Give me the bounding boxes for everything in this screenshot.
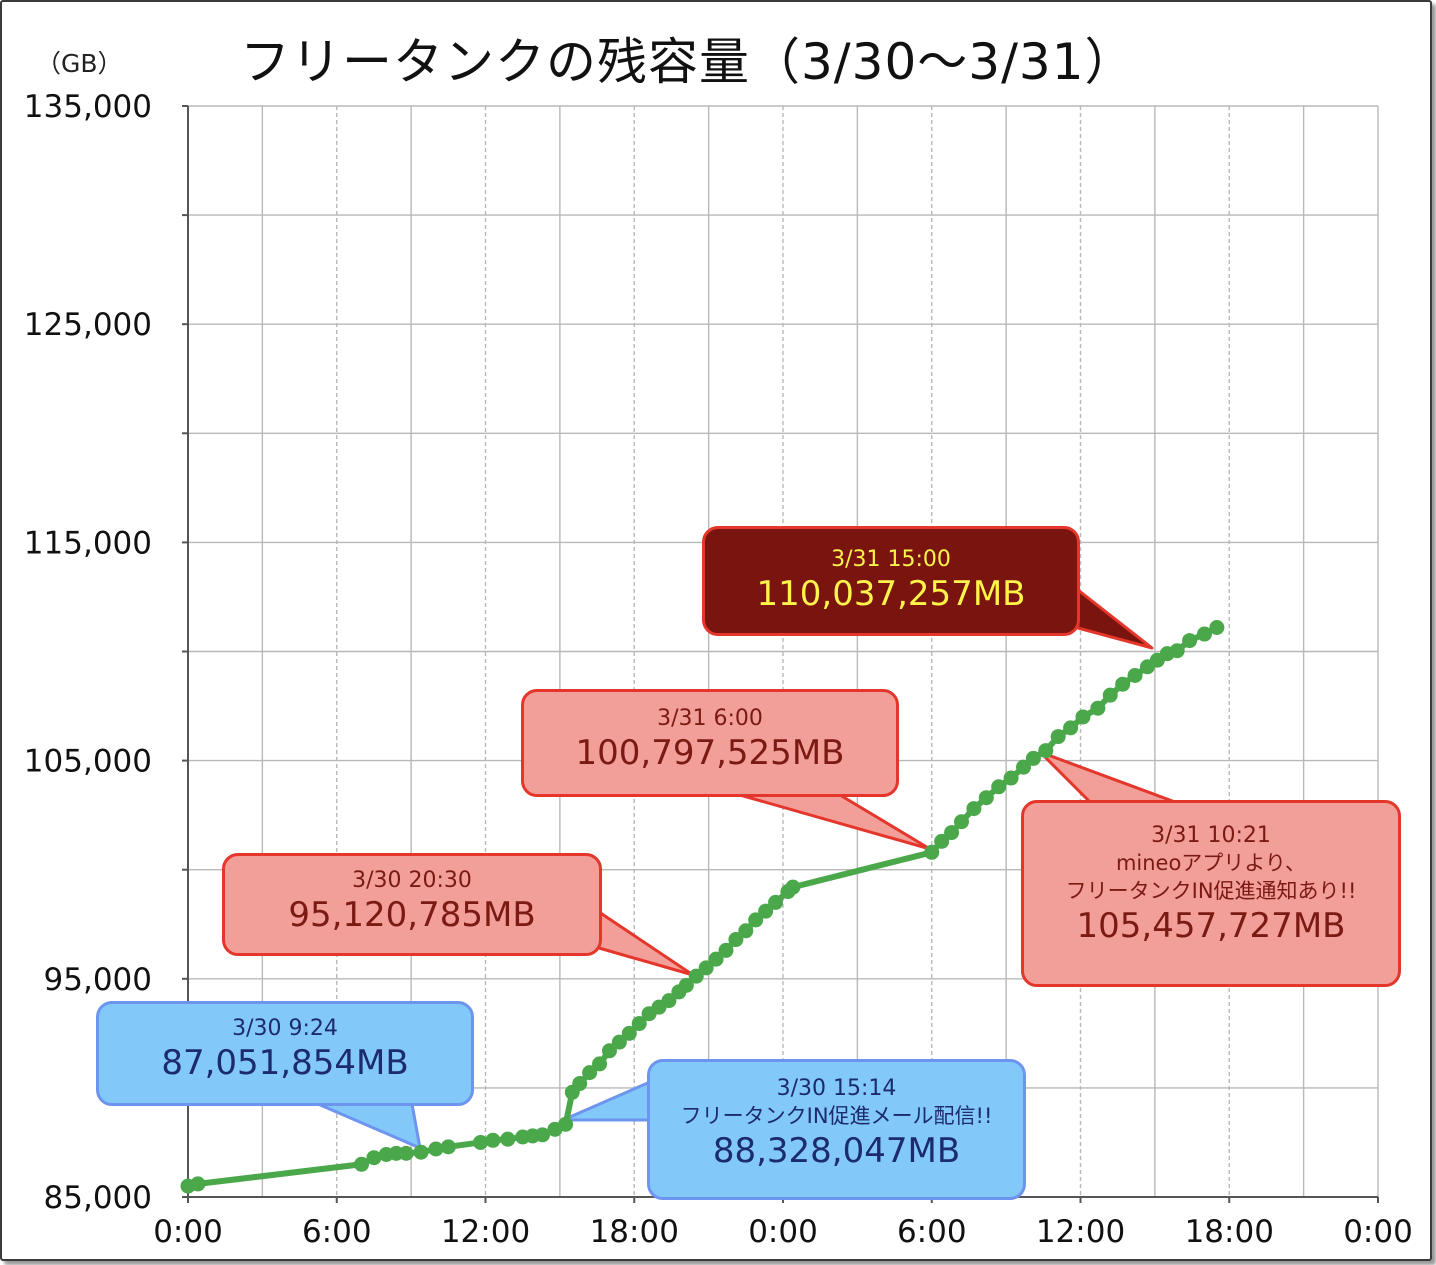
callout-value: 100,797,525MB [575, 733, 845, 773]
data-point [190, 1176, 206, 1192]
callout-value: 110,037,257MB [756, 574, 1026, 614]
data-point [768, 894, 784, 910]
callout-pointer [1076, 588, 1154, 650]
data-point [1063, 720, 1079, 736]
data-point [354, 1156, 370, 1172]
callout-date: 3/30 20:30 [352, 868, 472, 893]
data-point [991, 779, 1007, 795]
data-point [1015, 759, 1031, 775]
data-point [978, 790, 994, 806]
callout-date: 3/30 15:14 [776, 1076, 897, 1101]
data-point [1003, 770, 1019, 786]
data-point [631, 1016, 647, 1032]
data-point [572, 1076, 588, 1092]
data-point [688, 968, 704, 984]
callout-0930-2030: 3/30 20:30 95,120,785MB [222, 853, 602, 956]
data-point [1102, 687, 1118, 703]
x-tick-label: 12:00 [441, 1214, 530, 1250]
data-point [413, 1144, 429, 1160]
callout-0930-1514: 3/30 15:14 フリータンクIN促進メール配信!! 88,328,047M… [647, 1059, 1026, 1200]
data-point [718, 942, 734, 958]
data-point [1196, 626, 1212, 642]
data-point [398, 1145, 414, 1161]
data-point [485, 1132, 501, 1148]
data-point [966, 801, 982, 817]
data-point [708, 951, 724, 967]
data-point [1038, 743, 1054, 759]
data-point [1182, 633, 1198, 649]
y-tick-label: 95,000 [44, 962, 152, 998]
y-tick-label: 115,000 [24, 525, 152, 561]
data-point [611, 1034, 627, 1050]
x-tick-label: 6:00 [897, 1214, 967, 1250]
data-point [366, 1150, 382, 1166]
callout-note: フリータンクIN促進メール配信!! [680, 1104, 993, 1128]
y-tick-label: 125,000 [24, 307, 152, 343]
data-point [1025, 750, 1041, 766]
data-point [1127, 668, 1143, 684]
callout-0931-0600: 3/31 6:00 100,797,525MB [521, 689, 899, 797]
y-tick-label: 85,000 [44, 1180, 152, 1216]
chart-title: フリータンクの残容量（3/30〜3/31） [240, 33, 1136, 91]
data-point [758, 903, 774, 919]
data-point [1209, 619, 1225, 635]
data-point [698, 960, 714, 976]
x-tick-label: 18:00 [1185, 1214, 1274, 1250]
callout-note: mineoアプリより、 フリータンクIN促進通知あり!! [1065, 851, 1357, 903]
callout-0931-1021: 3/31 10:21 mineoアプリより、 フリータンクIN促進通知あり!! … [1021, 800, 1401, 987]
data-point [428, 1141, 444, 1157]
tick-labels: 85,000 95,000 105,000 115,000 125,000 135,000… [24, 89, 1413, 1250]
data-series [180, 619, 1225, 1194]
data-point [592, 1056, 608, 1072]
data-point [535, 1127, 551, 1143]
data-point [678, 977, 694, 993]
callout-pointer [316, 1102, 422, 1150]
data-point [1115, 676, 1131, 692]
data-point [582, 1065, 598, 1081]
data-point [661, 993, 677, 1009]
data-point [1090, 700, 1106, 716]
data-point [1169, 643, 1185, 659]
callout-pointer [738, 793, 932, 851]
data-point [621, 1025, 637, 1041]
callout-date: 3/30 9:24 [232, 1016, 338, 1041]
callout-date: 3/31 10:21 [1151, 823, 1271, 848]
data-point [738, 923, 754, 939]
data-point [944, 825, 960, 841]
data-point [500, 1131, 516, 1147]
callout-value: 87,051,854MB [161, 1043, 409, 1083]
callout-date: 3/31 6:00 [657, 706, 763, 731]
data-point [558, 1116, 574, 1132]
callout-value: 95,120,785MB [288, 895, 536, 935]
callout-date: 3/31 15:00 [831, 547, 951, 572]
callout-pointer [597, 910, 695, 977]
data-point [1075, 709, 1091, 725]
callout-0931-1500: 3/31 15:00 110,037,257MB [702, 526, 1080, 636]
x-tick-label: 6:00 [302, 1214, 372, 1250]
data-point [785, 879, 801, 895]
x-tick-label: 12:00 [1036, 1214, 1125, 1250]
x-tick-label: 0:00 [748, 1214, 818, 1250]
y-tick-label: 135,000 [24, 89, 152, 125]
callout-0930-0924: 3/30 9:24 87,051,854MB [96, 1001, 474, 1106]
x-tick-label: 0:00 [153, 1214, 223, 1250]
data-point [601, 1043, 617, 1059]
x-tick-label: 18:00 [590, 1214, 679, 1250]
callout-value: 88,328,047MB [712, 1131, 961, 1171]
callout-value: 105,457,727MB [1076, 906, 1346, 946]
data-point [924, 844, 940, 860]
data-point [1050, 729, 1066, 745]
data-point [728, 932, 744, 948]
callout-pointers [316, 588, 1177, 1150]
data-point [473, 1134, 489, 1150]
x-tick-label: 0:00 [1343, 1214, 1413, 1250]
y-unit-label: （GB） [36, 49, 123, 78]
data-point [748, 912, 764, 928]
data-point [954, 814, 969, 830]
data-point [440, 1139, 456, 1155]
y-tick-label: 105,000 [24, 744, 152, 780]
data-point [934, 833, 950, 849]
